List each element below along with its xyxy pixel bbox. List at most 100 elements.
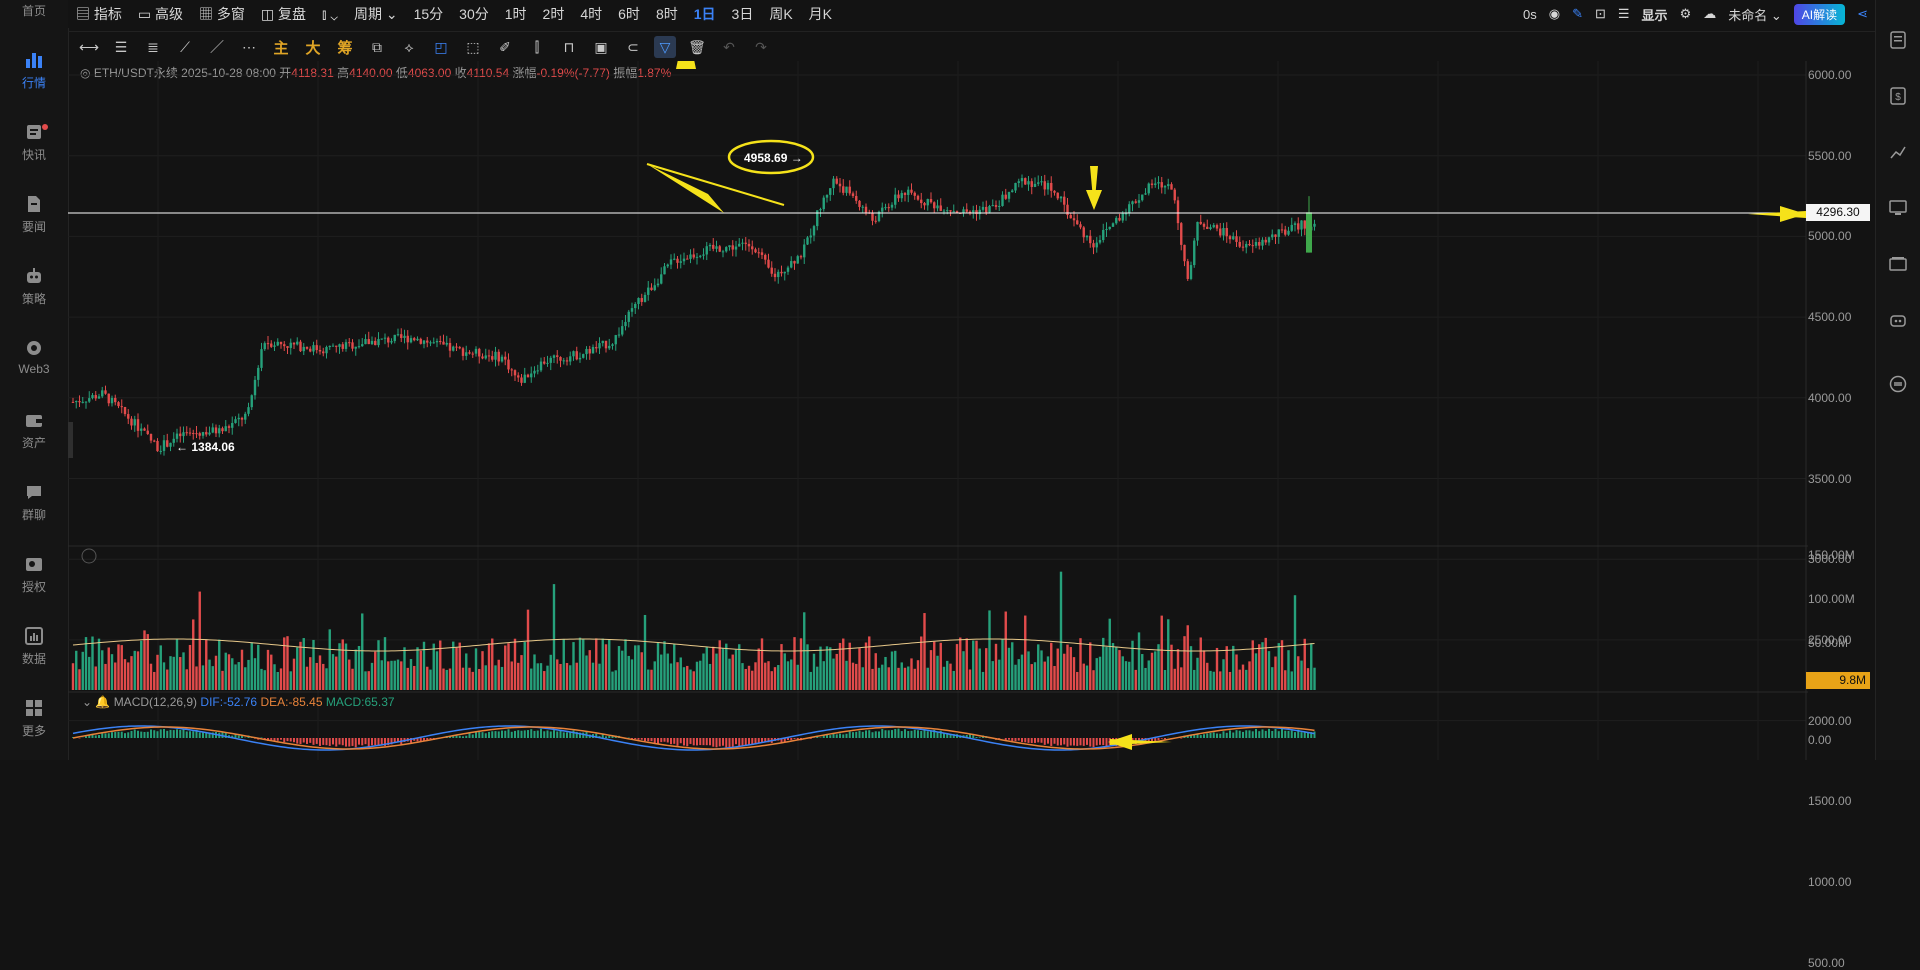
macd-histogram-bar (894, 729, 896, 738)
candle-body (153, 441, 155, 442)
candle-body (1268, 237, 1270, 242)
period-dropdown[interactable]: 周期 ⌄ (346, 0, 406, 28)
volume-bar (1122, 656, 1124, 690)
volume-bar (966, 638, 968, 690)
left-scroll-handle (68, 422, 73, 458)
trendline-tool-icon[interactable]: ／ (206, 36, 228, 58)
monitor-icon[interactable] (1888, 198, 1908, 218)
filter-tool-icon[interactable]: ▽ (654, 36, 676, 58)
swap-icon[interactable] (1888, 374, 1908, 394)
camera-icon[interactable]: ◉ (1549, 6, 1560, 22)
hline-tool-icon[interactable]: ⟷ (78, 36, 100, 58)
macd-histogram-bar (521, 731, 523, 738)
candle-body (949, 210, 951, 211)
interval-7[interactable]: 1日 (686, 0, 724, 28)
hlines-tool-icon[interactable]: ☰ (110, 36, 132, 58)
volume-bar (153, 672, 155, 690)
nav-assets[interactable]: 资产 (0, 410, 68, 470)
main-force-tool[interactable]: 主 (270, 36, 292, 58)
volume-bar (1135, 670, 1137, 690)
trash-icon[interactable]: 🗑 (686, 36, 708, 58)
indicators-button[interactable]: ▤ 指标 (68, 0, 130, 28)
nav-market[interactable]: 行情 (0, 50, 68, 110)
volume-bar (943, 667, 945, 690)
volume-bar (413, 666, 415, 690)
nav-more[interactable]: 更多 (0, 698, 68, 758)
nav-web3[interactable]: Web3 (0, 338, 68, 398)
candle-body (533, 371, 535, 374)
candle-body (475, 349, 477, 354)
bell-icon[interactable]: 🔔 (95, 695, 110, 709)
list-icon[interactable]: ☰ (1618, 6, 1630, 22)
share-icon[interactable]: ⋖ (1857, 6, 1868, 22)
chart-type-button[interactable]: ⫾ ⌄ (314, 0, 346, 28)
nav-data[interactable]: 数据 (0, 626, 68, 686)
alert-tool-icon[interactable]: ⟡ (398, 36, 420, 58)
nav-chat[interactable]: 群聊 (0, 482, 68, 542)
orderbook-icon[interactable] (1888, 30, 1908, 50)
folder-icon: ▭ (138, 6, 155, 22)
candle-tool-icon[interactable]: ⫿ (526, 36, 548, 58)
interval-5[interactable]: 6时 (610, 0, 648, 28)
crop-icon[interactable]: ⊡ (1595, 6, 1606, 22)
bot-icon[interactable] (1888, 310, 1908, 330)
volume-bar (543, 671, 545, 690)
more-tools-icon[interactable]: ⋯ (238, 36, 260, 58)
interval-6[interactable]: 8时 (648, 0, 686, 28)
cards-icon[interactable] (1888, 254, 1908, 274)
volume-bar (582, 639, 584, 690)
volume-bar (218, 640, 220, 690)
interval-2[interactable]: 1时 (497, 0, 535, 28)
lock-tool-icon[interactable]: ⊓ (558, 36, 580, 58)
macd-histogram-bar (345, 738, 347, 747)
candle-body (631, 308, 633, 312)
gear-icon[interactable]: ⚙ (1680, 6, 1692, 22)
redo-icon[interactable]: ↷ (750, 36, 772, 58)
macd-histogram-bar (1161, 738, 1163, 739)
chip-tool[interactable]: 筹 (334, 36, 356, 58)
collapse-icon[interactable]: ⌄ (82, 695, 95, 709)
undo-icon[interactable]: ↶ (718, 36, 740, 58)
macd-histogram-bar (712, 738, 714, 747)
brush-tool-icon[interactable]: ✐ (494, 36, 516, 58)
volume-bar (891, 651, 893, 690)
interval-8[interactable]: 3日 (724, 0, 762, 28)
macd-histogram-bar (173, 730, 175, 738)
fib-tool-icon[interactable]: ≣ (142, 36, 164, 58)
volume-bar (618, 646, 620, 690)
candle-body (361, 344, 363, 346)
replay-button[interactable]: ◫ 复盘 (253, 0, 314, 28)
interval-9[interactable]: 周K (761, 0, 800, 28)
nav-auth[interactable]: 授权 (0, 554, 68, 614)
interval-4[interactable]: 4时 (572, 0, 610, 28)
volume-bar (673, 644, 675, 690)
cloud-icon[interactable]: ☁ (1703, 6, 1716, 22)
advanced-button[interactable]: ▭ 高级 (130, 0, 191, 28)
candlestick-chart[interactable] (68, 61, 1808, 760)
ruler-tool-icon[interactable]: ⟋ (174, 36, 196, 58)
big-order-tool[interactable]: 大 (302, 36, 324, 58)
layers-tool-icon[interactable]: ◰ (430, 36, 452, 58)
macd-histogram-bar (1093, 738, 1095, 747)
ai-interpret-button[interactable]: AI解读 (1794, 4, 1845, 25)
interval-0[interactable]: 15分 (406, 0, 452, 28)
measure-tool-icon[interactable]: ⬚ (462, 36, 484, 58)
candle-body (823, 198, 825, 209)
trend-icon[interactable] (1888, 142, 1908, 162)
note-tool-icon[interactable]: ▣ (590, 36, 612, 58)
display-button[interactable]: 显示 (1642, 5, 1668, 24)
candle-body (793, 261, 795, 263)
volume-bar (910, 658, 912, 690)
interval-10[interactable]: 月K (801, 0, 840, 28)
dollar-icon[interactable]: $ (1888, 86, 1908, 106)
interval-1[interactable]: 30分 (451, 0, 497, 28)
compare-tool-icon[interactable]: ⧉ (366, 36, 388, 58)
nav-news[interactable]: 要闻 (0, 194, 68, 254)
magnet-tool-icon[interactable]: ⊂ (622, 36, 644, 58)
multi-window-button[interactable]: ▦ 多窗 (191, 0, 253, 28)
pencil-icon[interactable]: ✎ (1572, 6, 1583, 22)
nav-strategy[interactable]: 策略 (0, 266, 68, 326)
interval-3[interactable]: 2时 (535, 0, 573, 28)
layout-name-dropdown[interactable]: 未命名 ⌄ (1728, 5, 1782, 24)
nav-flash[interactable]: 快讯 (0, 122, 68, 182)
